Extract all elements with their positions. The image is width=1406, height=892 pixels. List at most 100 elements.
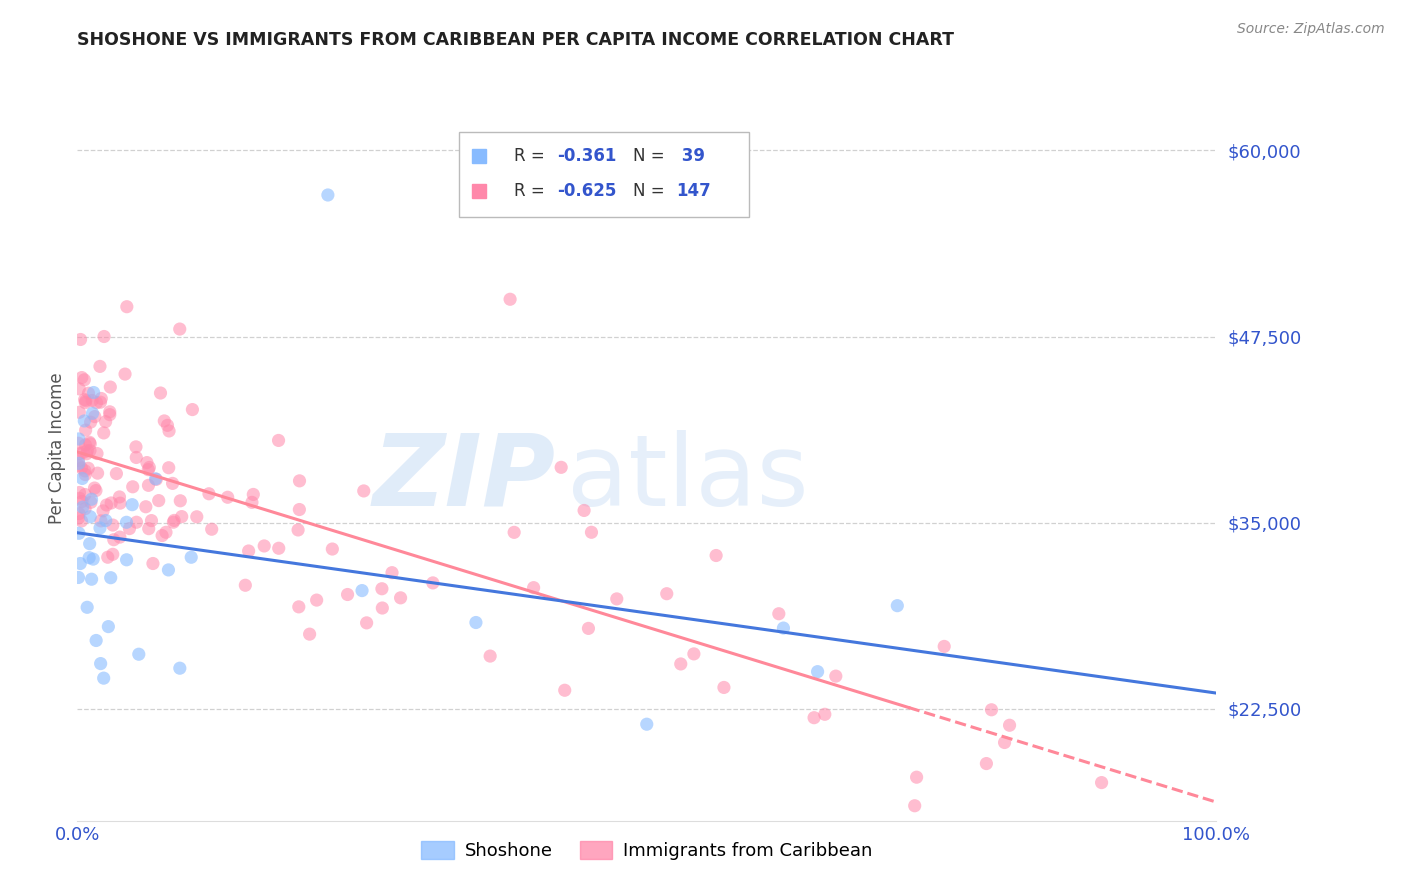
Immigrants from Caribbean: [157, 460, 180, 475]
Immigrants from Caribbean: [298, 627, 321, 641]
Immigrants from Caribbean: [108, 490, 131, 504]
Immigrants from Caribbean: [142, 557, 165, 571]
Immigrants from Caribbean: [86, 446, 108, 460]
Shoshone: [772, 621, 794, 635]
Immigrants from Caribbean: [993, 735, 1015, 749]
Immigrants from Caribbean: [238, 544, 260, 558]
Immigrants from Caribbean: [186, 509, 208, 524]
Shoshone: [67, 432, 90, 446]
Immigrants from Caribbean: [114, 367, 136, 381]
Immigrants from Caribbean: [150, 528, 173, 542]
Immigrants from Caribbean: [80, 495, 103, 509]
Immigrants from Caribbean: [67, 405, 90, 419]
Immigrants from Caribbean: [381, 566, 404, 580]
Shoshone: [90, 657, 112, 671]
Immigrants from Caribbean: [121, 480, 143, 494]
Immigrants from Caribbean: [554, 683, 576, 698]
Immigrants from Caribbean: [149, 386, 172, 401]
Immigrants from Caribbean: [336, 587, 359, 601]
Immigrants from Caribbean: [101, 547, 124, 561]
Immigrants from Caribbean: [79, 435, 101, 450]
Immigrants from Caribbean: [499, 292, 522, 306]
Immigrants from Caribbean: [242, 487, 264, 501]
Immigrants from Caribbean: [89, 359, 111, 374]
Immigrants from Caribbean: [550, 460, 572, 475]
Immigrants from Caribbean: [138, 460, 160, 475]
Immigrants from Caribbean: [572, 503, 595, 517]
Shoshone: [70, 471, 93, 485]
Text: N =: N =: [633, 182, 671, 201]
Text: 147: 147: [676, 182, 711, 201]
Immigrants from Caribbean: [89, 395, 111, 409]
Immigrants from Caribbean: [125, 440, 148, 454]
Immigrants from Caribbean: [76, 447, 98, 461]
Immigrants from Caribbean: [73, 392, 96, 407]
Shoshone: [886, 599, 908, 613]
Immigrants from Caribbean: [83, 481, 105, 495]
Immigrants from Caribbean: [934, 640, 956, 654]
Immigrants from Caribbean: [70, 514, 93, 528]
Immigrants from Caribbean: [72, 445, 94, 459]
Immigrants from Caribbean: [69, 333, 91, 347]
Immigrants from Caribbean: [904, 798, 927, 813]
Shoshone: [80, 492, 103, 507]
Shoshone: [94, 514, 117, 528]
Immigrants from Caribbean: [98, 408, 121, 422]
Immigrants from Caribbean: [90, 392, 112, 406]
Immigrants from Caribbean: [356, 615, 378, 630]
Legend: Shoshone, Immigrants from Caribbean: Shoshone, Immigrants from Caribbean: [413, 834, 880, 868]
Text: atlas: atlas: [567, 430, 808, 526]
Immigrants from Caribbean: [70, 370, 93, 384]
Immigrants from Caribbean: [287, 523, 309, 537]
Immigrants from Caribbean: [75, 423, 97, 437]
Shoshone: [464, 615, 488, 630]
Immigrants from Caribbean: [108, 496, 131, 510]
Immigrants from Caribbean: [69, 485, 91, 500]
Immigrants from Caribbean: [75, 395, 97, 409]
Shoshone: [352, 583, 374, 598]
Immigrants from Caribbean: [162, 515, 184, 529]
Immigrants from Caribbean: [253, 539, 276, 553]
Immigrants from Caribbean: [148, 493, 170, 508]
Immigrants from Caribbean: [67, 511, 90, 525]
Immigrants from Caribbean: [479, 649, 502, 664]
Immigrants from Caribbean: [669, 657, 692, 671]
Immigrants from Caribbean: [321, 542, 343, 557]
Shoshone: [93, 671, 115, 685]
Immigrants from Caribbean: [70, 494, 93, 508]
Immigrants from Caribbean: [96, 498, 118, 512]
Immigrants from Caribbean: [135, 456, 157, 470]
Immigrants from Caribbean: [69, 446, 91, 460]
Shoshone: [76, 600, 98, 615]
Immigrants from Caribbean: [422, 575, 444, 590]
Immigrants from Caribbean: [98, 380, 121, 394]
Text: R =: R =: [513, 182, 550, 201]
Immigrants from Caribbean: [288, 502, 311, 516]
Immigrants from Caribbean: [803, 711, 825, 725]
Shoshone: [115, 553, 138, 567]
Immigrants from Caribbean: [371, 601, 394, 615]
Immigrants from Caribbean: [125, 450, 148, 465]
Immigrants from Caribbean: [67, 436, 90, 450]
Shoshone: [157, 563, 180, 577]
Immigrants from Caribbean: [93, 329, 115, 343]
Shoshone: [100, 571, 122, 585]
Immigrants from Caribbean: [138, 478, 160, 492]
Immigrants from Caribbean: [79, 415, 101, 429]
Immigrants from Caribbean: [79, 443, 101, 458]
Immigrants from Caribbean: [157, 424, 180, 438]
Immigrants from Caribbean: [503, 525, 526, 540]
Immigrants from Caribbean: [240, 495, 263, 509]
Text: SHOSHONE VS IMMIGRANTS FROM CARIBBEAN PER CAPITA INCOME CORRELATION CHART: SHOSHONE VS IMMIGRANTS FROM CARIBBEAN PE…: [77, 31, 955, 49]
Immigrants from Caribbean: [94, 415, 117, 429]
Immigrants from Caribbean: [67, 382, 90, 396]
Shoshone: [83, 385, 105, 400]
Immigrants from Caribbean: [976, 756, 998, 771]
Immigrants from Caribbean: [713, 681, 735, 695]
Immigrants from Caribbean: [135, 500, 157, 514]
Shoshone: [316, 188, 339, 202]
Immigrants from Caribbean: [115, 300, 138, 314]
Shoshone: [72, 500, 94, 515]
Immigrants from Caribbean: [353, 483, 375, 498]
Shoshone: [79, 537, 101, 551]
